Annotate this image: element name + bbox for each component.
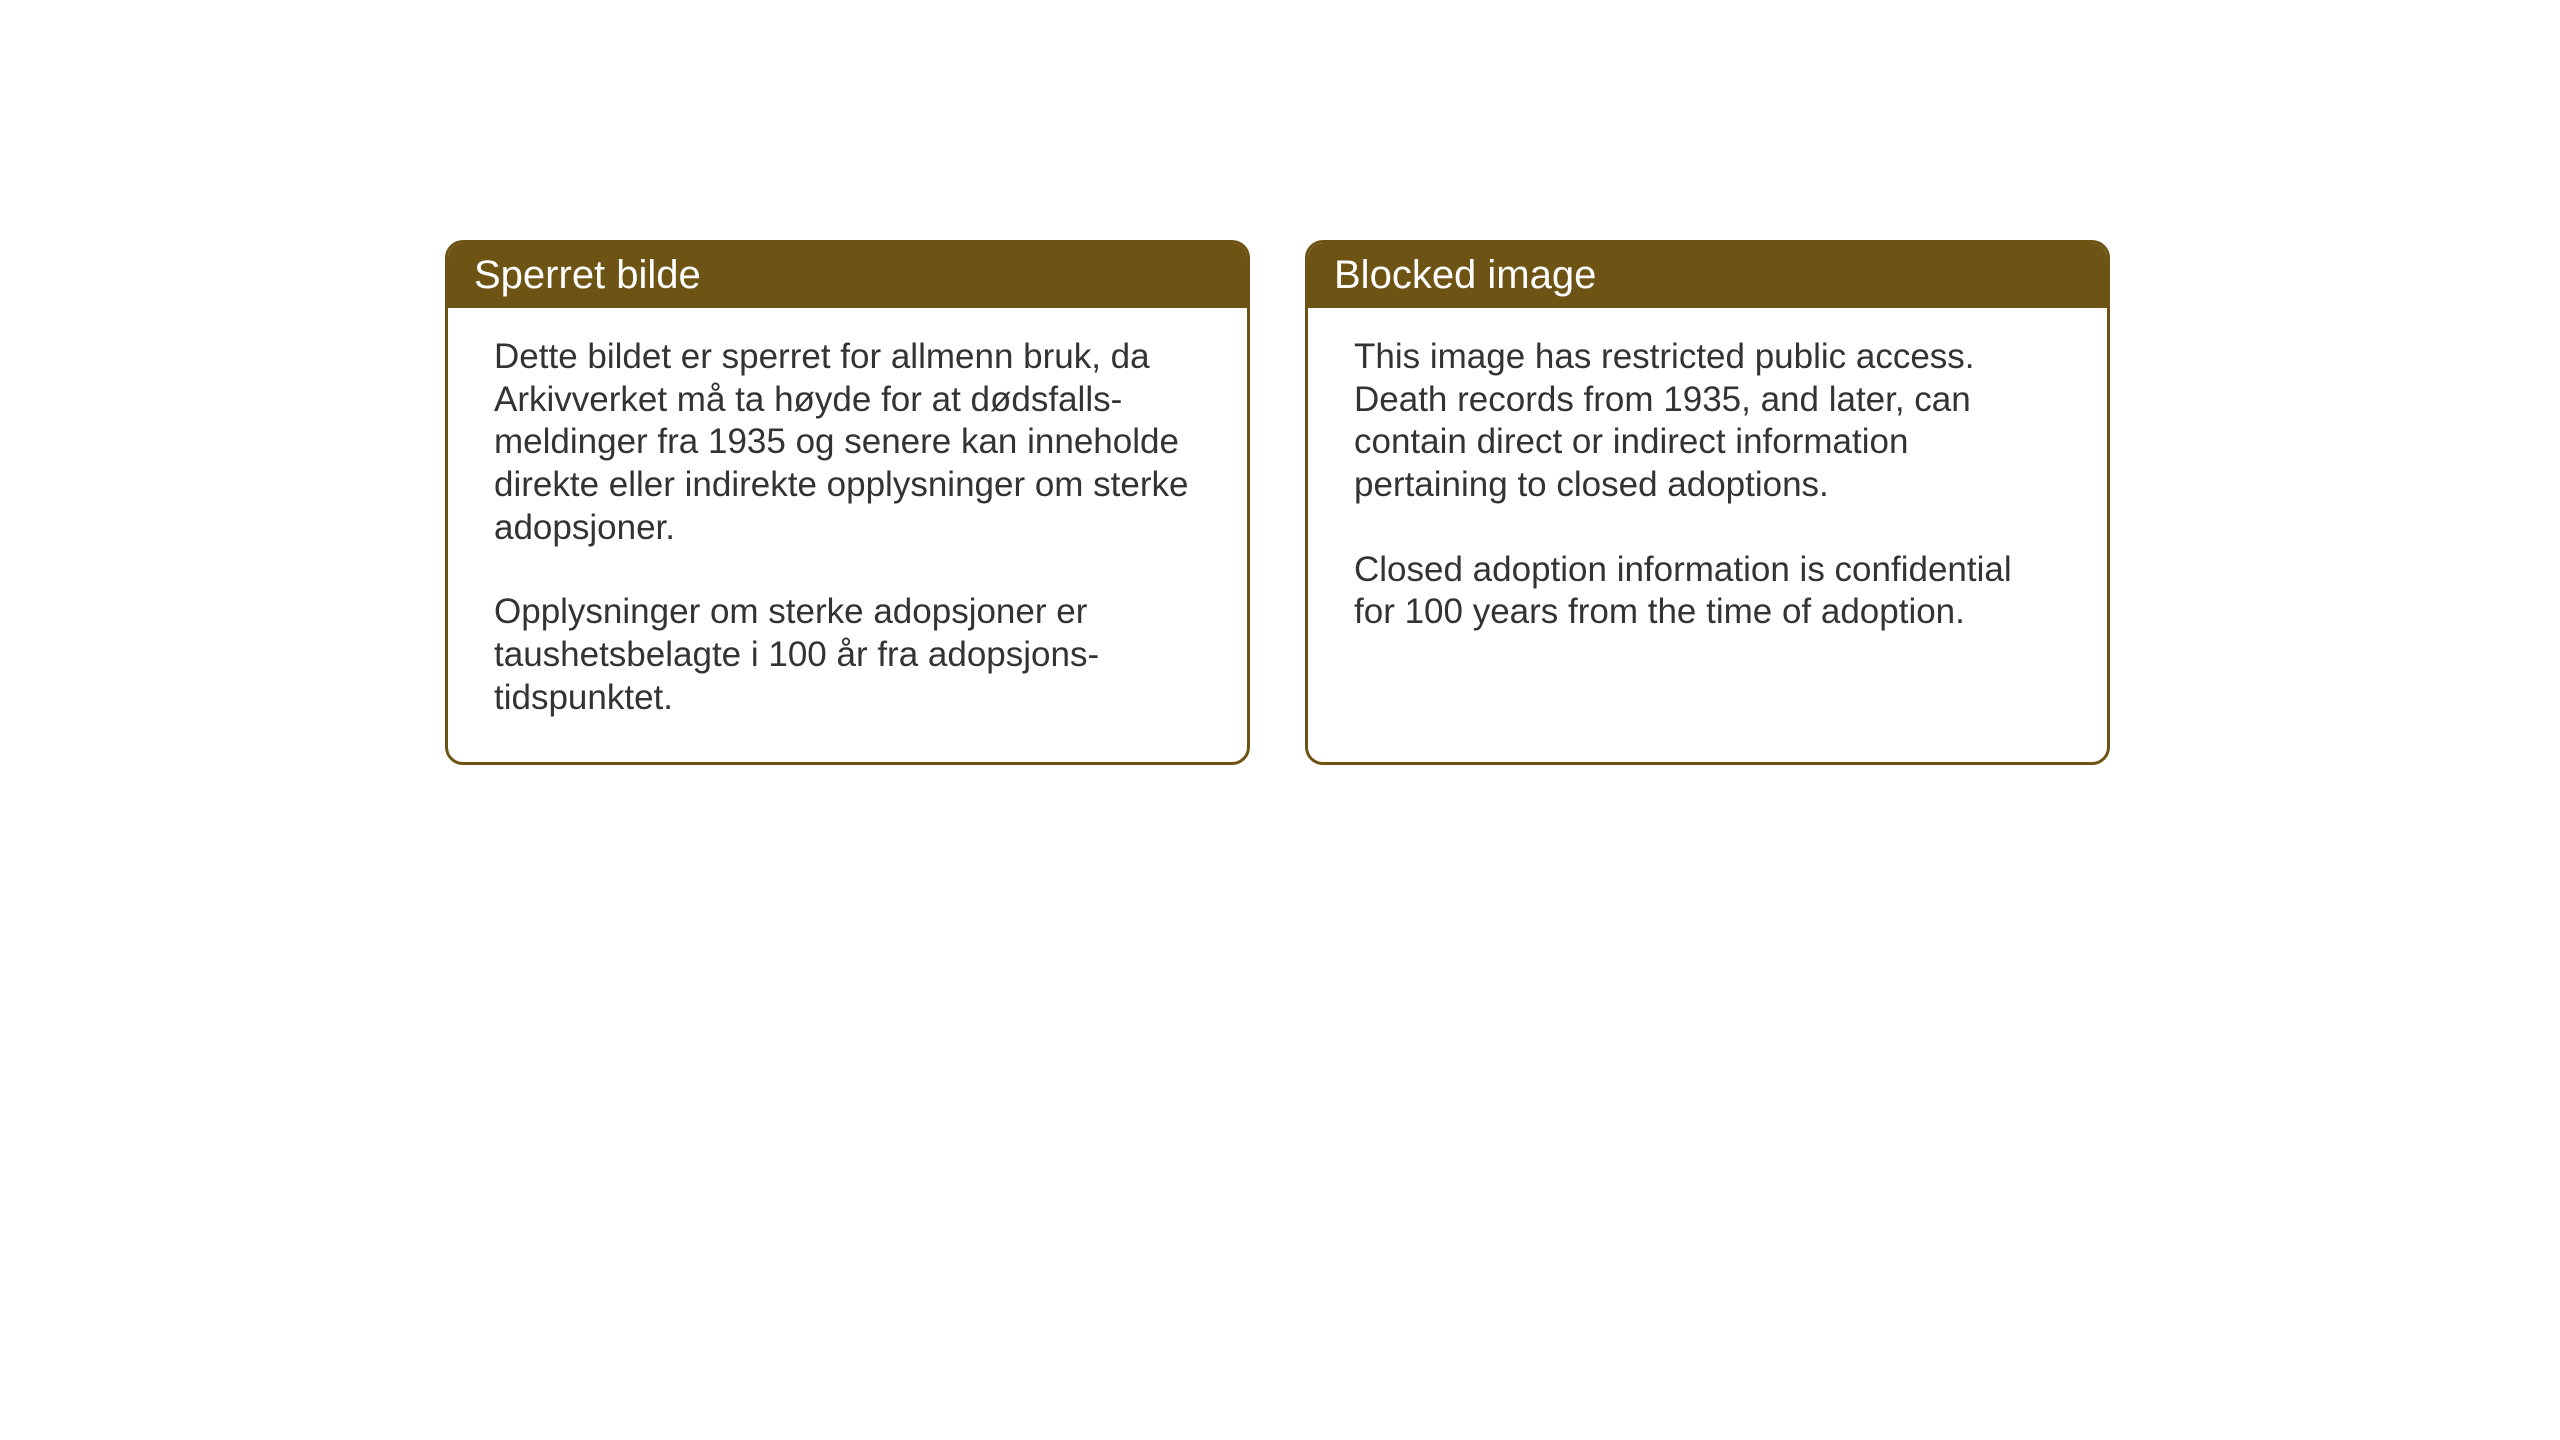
notice-box-norwegian: Sperret bilde Dette bildet er sperret fo…	[445, 240, 1250, 765]
notice-paragraph: This image has restricted public access.…	[1354, 336, 2061, 507]
notice-body-english: This image has restricted public access.…	[1308, 308, 2107, 748]
notice-box-english: Blocked image This image has restricted …	[1305, 240, 2110, 765]
notice-container: Sperret bilde Dette bildet er sperret fo…	[445, 240, 2110, 765]
notice-paragraph: Dette bildet er sperret for allmenn bruk…	[494, 336, 1201, 549]
notice-paragraph: Closed adoption information is confident…	[1354, 549, 2061, 634]
notice-body-norwegian: Dette bildet er sperret for allmenn bruk…	[448, 308, 1247, 762]
notice-paragraph: Opplysninger om sterke adopsjoner er tau…	[494, 591, 1201, 719]
notice-header-english: Blocked image	[1308, 243, 2107, 308]
notice-header-norwegian: Sperret bilde	[448, 243, 1247, 308]
